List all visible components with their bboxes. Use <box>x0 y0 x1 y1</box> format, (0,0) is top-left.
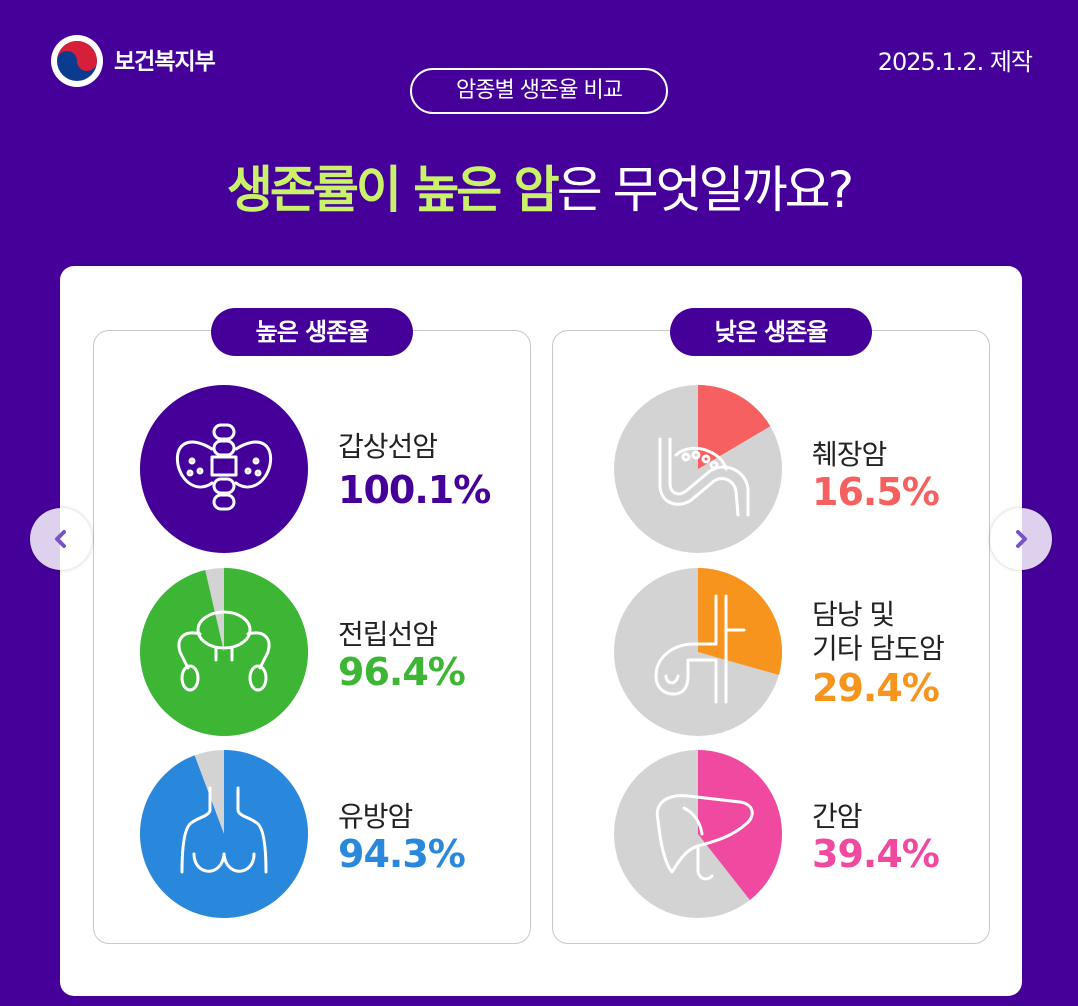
cancer-name-pancreas: 췌장암 <box>812 438 887 471</box>
next-button[interactable] <box>990 508 1052 570</box>
pie-slice-thyroid <box>140 385 308 553</box>
breast-icon <box>180 786 268 874</box>
cancer-name-thyroid: 갑상선암 <box>338 430 438 463</box>
cancer-rate-breast: 94.3% <box>338 832 466 876</box>
cancer-rate-prostate: 96.4% <box>338 650 466 694</box>
headline-rest: 은 무엇일까요? <box>556 161 854 219</box>
thyroid-icon <box>175 423 273 511</box>
cancer-rate-thyroid: 100.1% <box>338 468 491 512</box>
pie-slice-liver <box>698 750 782 901</box>
headline-highlight: 생존률이 높은 암 <box>226 161 560 219</box>
pie-slice-breast <box>140 750 308 918</box>
headline: 생존률이 높은 암은 무엇일까요? <box>0 150 1078 222</box>
ministry-logo-icon <box>51 35 103 87</box>
cancer-name-gallbladder-line2: 기타 담도암 <box>812 632 945 665</box>
pie-gallbladder <box>614 568 782 736</box>
chevron-left-icon <box>55 530 66 548</box>
cancer-name-breast: 유방암 <box>338 800 413 833</box>
cancer-rate-gallbladder: 29.4% <box>812 666 940 710</box>
pie-slice-gallbladder <box>698 568 782 675</box>
pie-slice-prostate <box>140 568 308 736</box>
chevron-right-icon <box>1016 530 1027 548</box>
gallbladder-icon <box>654 594 746 704</box>
pancreas-icon <box>658 437 750 517</box>
low-survival-label: 낮은 생존율 <box>670 308 872 356</box>
prostate-icon <box>177 610 271 692</box>
cancer-name-gallbladder-line1: 담낭 및 <box>812 598 895 631</box>
production-date: 2025.1.2. 제작 <box>877 48 1033 76</box>
high-survival-label: 높은 생존율 <box>211 308 413 356</box>
cancer-rate-pancreas: 16.5% <box>812 470 940 514</box>
pie-prostate <box>140 568 308 736</box>
prev-button[interactable] <box>30 508 92 570</box>
topic-badge: 암종별 생존율 비교 <box>410 68 668 114</box>
pie-slice-pancreas <box>698 385 771 469</box>
org-name: 보건복지부 <box>114 49 216 75</box>
cancer-rate-liver: 39.4% <box>812 832 940 876</box>
cancer-name-prostate: 전립선암 <box>338 618 438 651</box>
cancer-name-liver: 간암 <box>812 800 863 833</box>
pie-liver <box>614 750 782 918</box>
liver-icon <box>655 794 754 881</box>
pie-breast <box>140 750 308 918</box>
pie-thyroid <box>140 385 308 553</box>
pie-pancreas <box>614 385 782 553</box>
